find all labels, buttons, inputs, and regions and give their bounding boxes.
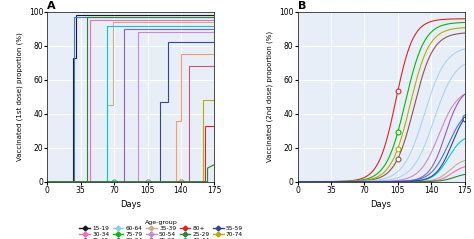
Text: A: A — [47, 1, 56, 11]
Legend: 15-19, 30-34, 45-49, 60-64, 75-79, 20-24, 35-39, 50-54, 65-69, 80+, 25-29, 40-44: 15-19, 30-34, 45-49, 60-64, 75-79, 20-24… — [77, 218, 246, 239]
Y-axis label: Vaccinated (1st dose) proportion (%): Vaccinated (1st dose) proportion (%) — [17, 33, 23, 161]
Text: B: B — [298, 1, 306, 11]
X-axis label: Days: Days — [120, 200, 141, 209]
Y-axis label: Vaccinated (2nd dose) proportion (%): Vaccinated (2nd dose) proportion (%) — [267, 31, 273, 162]
X-axis label: Days: Days — [371, 200, 392, 209]
